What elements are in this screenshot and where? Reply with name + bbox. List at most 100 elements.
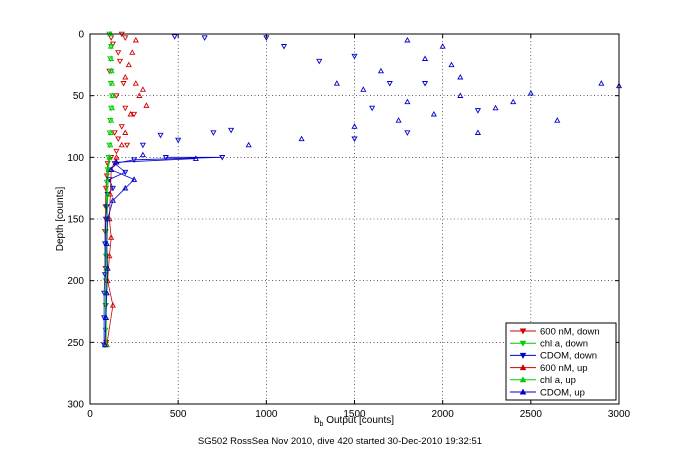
data-point <box>527 89 534 96</box>
data-point <box>116 58 124 65</box>
data-point <box>108 117 115 123</box>
data-point <box>101 341 109 348</box>
data-point <box>457 92 464 98</box>
x-axis-label-main: b <box>314 415 320 426</box>
legend-marker <box>519 364 527 371</box>
x-axis-label-subscript: b <box>320 421 324 428</box>
legend-label: CDOM, down <box>540 351 597 362</box>
legend-box <box>505 322 617 401</box>
data-point <box>111 130 118 136</box>
data-point <box>106 154 113 160</box>
data-point <box>510 98 517 105</box>
data-point <box>316 58 323 65</box>
data-point <box>421 55 429 61</box>
y-tick-label: 300 <box>67 400 84 411</box>
data-point <box>143 102 150 108</box>
data-point <box>108 166 115 172</box>
legend-label: 600 nM, up <box>540 363 588 374</box>
data-point <box>139 142 146 149</box>
data-point <box>210 130 217 136</box>
data-point <box>474 129 481 135</box>
data-point <box>115 50 122 56</box>
data-point <box>109 92 116 98</box>
data-point <box>122 105 129 112</box>
data-point <box>106 130 113 136</box>
x-axis-label: bb Output [counts] <box>314 415 394 428</box>
data-point <box>108 80 116 86</box>
data-point <box>129 49 136 55</box>
data-point <box>104 191 111 197</box>
data-point <box>404 36 411 43</box>
data-point <box>554 117 561 123</box>
data-point <box>103 204 110 210</box>
x-tick-label: 1000 <box>255 409 278 420</box>
series-5 <box>101 36 623 348</box>
data-point <box>113 159 120 165</box>
series-line <box>106 157 117 345</box>
data-point <box>108 55 115 61</box>
data-point <box>351 123 358 129</box>
legend-marker <box>519 376 527 383</box>
data-point <box>171 34 178 40</box>
data-point <box>122 35 129 41</box>
data-point <box>131 176 138 182</box>
data-point <box>115 136 122 143</box>
data-point <box>125 61 132 68</box>
data-point <box>108 104 116 111</box>
y-tick-label: 100 <box>67 153 84 164</box>
data-point <box>127 110 134 117</box>
series-3 <box>103 36 150 348</box>
data-point <box>113 93 120 99</box>
legend-marker <box>519 388 527 395</box>
data-point <box>122 184 129 191</box>
data-point <box>120 81 127 87</box>
data-point <box>139 86 146 92</box>
data-point <box>107 129 114 135</box>
data-point <box>106 142 113 149</box>
data-point <box>106 252 113 259</box>
data-point <box>439 43 446 49</box>
data-point <box>201 35 208 41</box>
data-point <box>109 197 116 203</box>
data-point <box>107 81 114 87</box>
y-tick-label: 250 <box>67 338 84 349</box>
x-axis-label-rest: Output [counts] <box>323 415 394 426</box>
data-point <box>107 141 114 148</box>
y-tick-label: 50 <box>73 91 85 102</box>
data-point <box>192 155 199 161</box>
data-point <box>377 67 385 74</box>
data-point <box>118 141 125 148</box>
data-point <box>404 98 411 105</box>
data-point <box>108 105 115 112</box>
data-point <box>108 234 115 240</box>
data-point <box>245 141 252 148</box>
legend-marker <box>519 340 527 347</box>
figure-caption: SG502 RossSea Nov 2010, dive 420 started… <box>198 436 482 447</box>
data-point <box>219 155 226 161</box>
legend-marker <box>519 328 527 335</box>
data-point <box>103 289 110 296</box>
x-tick-label: 2500 <box>520 409 543 420</box>
data-point <box>118 124 125 130</box>
x-tick-label: 3000 <box>608 409 631 420</box>
data-point <box>280 44 288 50</box>
data-point <box>136 92 143 98</box>
data-point <box>107 118 114 124</box>
data-point <box>122 73 129 80</box>
legend-label: CDOM, up <box>540 387 585 398</box>
data-point <box>109 185 116 192</box>
data-point <box>131 157 138 164</box>
data-point <box>457 73 464 80</box>
data-point <box>122 169 129 176</box>
series-layer <box>101 30 623 349</box>
x-tick-label: 500 <box>170 409 187 420</box>
data-point <box>103 240 110 246</box>
y-tick-label: 0 <box>78 30 84 41</box>
data-point <box>395 117 402 123</box>
data-point <box>298 135 305 142</box>
legend-label: 600 nM, down <box>540 326 600 337</box>
data-point <box>108 67 115 74</box>
data-point <box>104 265 111 271</box>
